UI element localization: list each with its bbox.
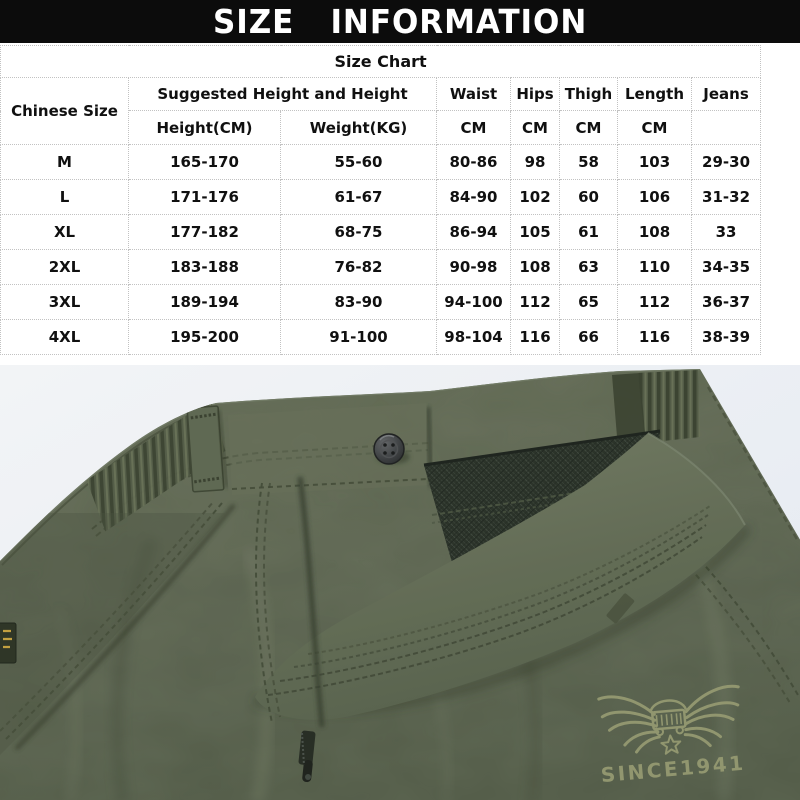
unit-waist: CM bbox=[436, 110, 511, 145]
table-subheader-row: Height(CM) Weight(KG) CM CM CM CM bbox=[1, 110, 762, 145]
cell-jeans: 38-39 bbox=[690, 319, 762, 355]
cell-length: 103 bbox=[617, 144, 692, 180]
cell-weight: 68-75 bbox=[280, 214, 437, 250]
col-header-hips: Hips bbox=[510, 77, 560, 111]
table-row: 4XL 195-200 91-100 98-104 116 66 116 38-… bbox=[0, 319, 762, 355]
logo-jeep-icon bbox=[648, 699, 688, 737]
size-chart-table: Size Chart Chinese Size Suggested Height… bbox=[0, 45, 762, 355]
cell-length: 116 bbox=[617, 319, 692, 355]
cell-hips: 112 bbox=[510, 284, 560, 320]
pants-button bbox=[373, 433, 410, 465]
table-row: M 165-170 55-60 80-86 98 58 103 29-30 bbox=[0, 144, 762, 180]
brand-tag bbox=[0, 622, 17, 664]
fly-opening bbox=[255, 476, 325, 728]
cell-height: 195-200 bbox=[128, 319, 281, 355]
cell-length: 108 bbox=[617, 214, 692, 250]
cell-hips: 108 bbox=[510, 249, 560, 285]
cell-weight: 55-60 bbox=[280, 144, 437, 180]
col-header-length: Length bbox=[617, 77, 692, 111]
cell-waist: 94-100 bbox=[436, 284, 511, 320]
cell-height: 189-194 bbox=[128, 284, 281, 320]
cell-hips: 116 bbox=[510, 319, 560, 355]
unit-hips: CM bbox=[510, 110, 560, 145]
table-row: 2XL 183-188 76-82 90-98 108 63 110 34-35 bbox=[0, 249, 762, 285]
right-pocket bbox=[689, 386, 800, 704]
cell-hips: 98 bbox=[510, 144, 560, 180]
logo-star-icon bbox=[660, 734, 682, 755]
zipper-pull bbox=[298, 730, 316, 783]
cell-thigh: 66 bbox=[559, 319, 618, 355]
cell-weight: 76-82 bbox=[280, 249, 437, 285]
col-header-waist: Waist bbox=[436, 77, 511, 111]
cell-height: 183-188 bbox=[128, 249, 281, 285]
page-title: SIZE INFORMATION bbox=[212, 2, 588, 41]
table-title: Size Chart bbox=[0, 45, 762, 78]
cell-size: 4XL bbox=[0, 319, 129, 355]
cell-weight: 91-100 bbox=[280, 319, 437, 355]
cell-jeans: 33 bbox=[690, 214, 762, 250]
unit-jeans bbox=[690, 110, 762, 145]
cell-waist: 80-86 bbox=[436, 144, 511, 180]
logo-wings-icon bbox=[597, 684, 740, 754]
cell-jeans: 34-35 bbox=[690, 249, 762, 285]
cell-weight: 83-90 bbox=[280, 284, 437, 320]
belt-loop-right bbox=[606, 593, 635, 624]
unit-thigh: CM bbox=[559, 110, 618, 145]
belt-loop bbox=[186, 405, 229, 493]
cell-weight: 61-67 bbox=[280, 179, 437, 215]
cell-waist: 98-104 bbox=[436, 319, 511, 355]
cell-jeans: 29-30 bbox=[690, 144, 762, 180]
cell-thigh: 60 bbox=[559, 179, 618, 215]
size-chart-table-wrap: Size Chart Chinese Size Suggested Height… bbox=[0, 45, 800, 355]
col-header-thigh: Thigh bbox=[559, 77, 618, 111]
cell-length: 112 bbox=[617, 284, 692, 320]
cell-waist: 90-98 bbox=[436, 249, 511, 285]
cell-size: 2XL bbox=[0, 249, 129, 285]
cell-thigh: 61 bbox=[559, 214, 618, 250]
table-header-row: Chinese Size Suggested Height and Height… bbox=[0, 77, 762, 145]
cell-waist: 86-94 bbox=[436, 214, 511, 250]
cell-height: 165-170 bbox=[128, 144, 281, 180]
cell-hips: 102 bbox=[510, 179, 560, 215]
cell-height: 177-182 bbox=[128, 214, 281, 250]
elastic-waistband-right bbox=[612, 370, 700, 449]
product-photo: SINCE1941 bbox=[0, 365, 800, 800]
table-title-row: Size Chart bbox=[0, 45, 762, 78]
subheader-height: Height(CM) bbox=[128, 110, 281, 145]
cell-waist: 84-90 bbox=[436, 179, 511, 215]
cell-size: M bbox=[0, 144, 129, 180]
cell-thigh: 58 bbox=[559, 144, 618, 180]
cell-length: 106 bbox=[617, 179, 692, 215]
col-header-suggested: Suggested Height and Height bbox=[128, 77, 437, 111]
subheader-weight: Weight(KG) bbox=[280, 110, 437, 145]
col-header-chinese-size: Chinese Size bbox=[0, 77, 129, 145]
cell-thigh: 65 bbox=[559, 284, 618, 320]
table-row: XL 177-182 68-75 86-94 105 61 108 33 bbox=[0, 214, 762, 250]
title-bar: SIZE INFORMATION bbox=[0, 0, 800, 43]
table-row: 3XL 189-194 83-90 94-100 112 65 112 36-3… bbox=[0, 284, 762, 320]
cell-size: L bbox=[0, 179, 129, 215]
col-header-jeans: Jeans bbox=[690, 77, 762, 111]
cell-thigh: 63 bbox=[559, 249, 618, 285]
cell-hips: 105 bbox=[510, 214, 560, 250]
cell-jeans: 31-32 bbox=[690, 179, 762, 215]
fly-flap bbox=[253, 432, 752, 720]
cell-size: 3XL bbox=[0, 284, 129, 320]
cell-jeans: 36-37 bbox=[690, 284, 762, 320]
table-row: L 171-176 61-67 84-90 102 60 106 31-32 bbox=[0, 179, 762, 215]
fabric-wrinkles bbox=[55, 539, 733, 800]
pants-photo-illustration: SINCE1941 bbox=[0, 365, 800, 800]
cell-size: XL bbox=[0, 214, 129, 250]
left-pocket bbox=[0, 500, 236, 755]
unit-length: CM bbox=[617, 110, 692, 145]
cell-length: 110 bbox=[617, 249, 692, 285]
cell-height: 171-176 bbox=[128, 179, 281, 215]
